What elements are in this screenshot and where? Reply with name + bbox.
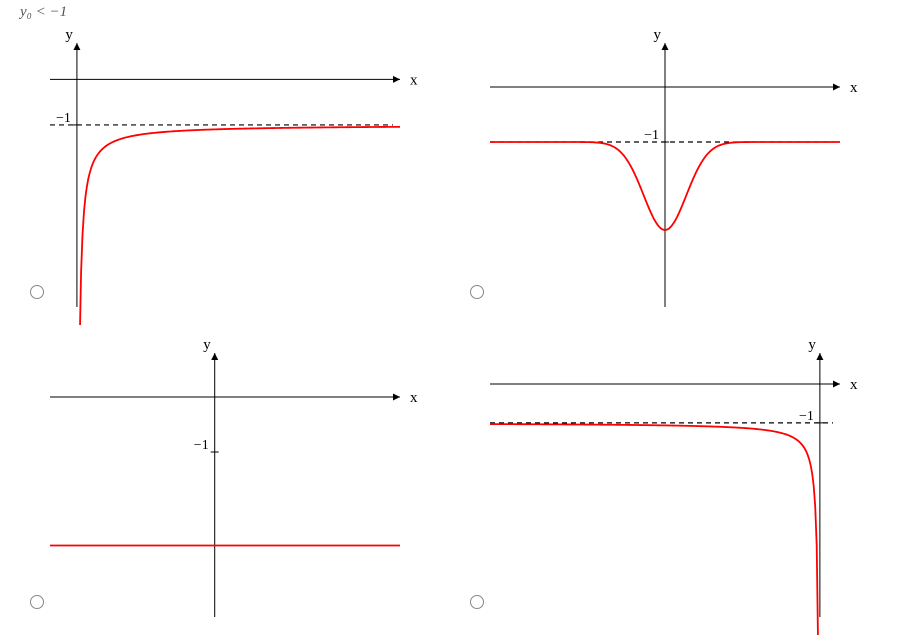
panel-radio-B[interactable] xyxy=(470,285,484,299)
y-axis-arrow-icon xyxy=(211,353,218,360)
x-axis-label: x xyxy=(410,72,418,88)
y-axis-label: y xyxy=(654,27,662,43)
x-axis-label: x xyxy=(850,80,858,96)
y-tick-label: −1 xyxy=(799,409,814,424)
x-axis-label: x xyxy=(410,390,418,406)
chart-panel-D: x y −1 xyxy=(460,335,880,635)
chart-panel-B: x y −1 xyxy=(460,25,880,325)
y-tick-label: −1 xyxy=(644,128,659,143)
y-axis-arrow-icon xyxy=(662,43,669,50)
chart-svg-D: x y −1 xyxy=(460,335,880,635)
condition-title: y₀ < −1 xyxy=(20,4,67,21)
curve xyxy=(80,127,400,325)
curve xyxy=(490,424,818,635)
y-tick-label: −1 xyxy=(194,438,209,453)
y-axis-label: y xyxy=(203,337,211,353)
chart-panel-A: x y −1 xyxy=(20,25,440,325)
y-tick-label: −1 xyxy=(56,111,71,126)
chart-svg-C: x y −1 xyxy=(20,335,440,635)
x-axis-label: x xyxy=(850,377,858,393)
y-axis-label: y xyxy=(65,27,73,43)
y-axis-label: y xyxy=(808,337,816,353)
x-axis-arrow-icon xyxy=(833,84,840,91)
y-axis-arrow-icon xyxy=(73,43,80,50)
x-axis-arrow-icon xyxy=(393,394,400,401)
chart-svg-B: x y −1 xyxy=(460,25,880,325)
panel-radio-D[interactable] xyxy=(470,595,484,609)
x-axis-arrow-icon xyxy=(833,381,840,388)
panel-radio-C[interactable] xyxy=(30,595,44,609)
x-axis-arrow-icon xyxy=(393,76,400,83)
chart-panel-C: x y −1 xyxy=(20,335,440,635)
y-axis-arrow-icon xyxy=(816,353,823,360)
panel-radio-A[interactable] xyxy=(30,285,44,299)
chart-svg-A: x y −1 xyxy=(20,25,440,325)
